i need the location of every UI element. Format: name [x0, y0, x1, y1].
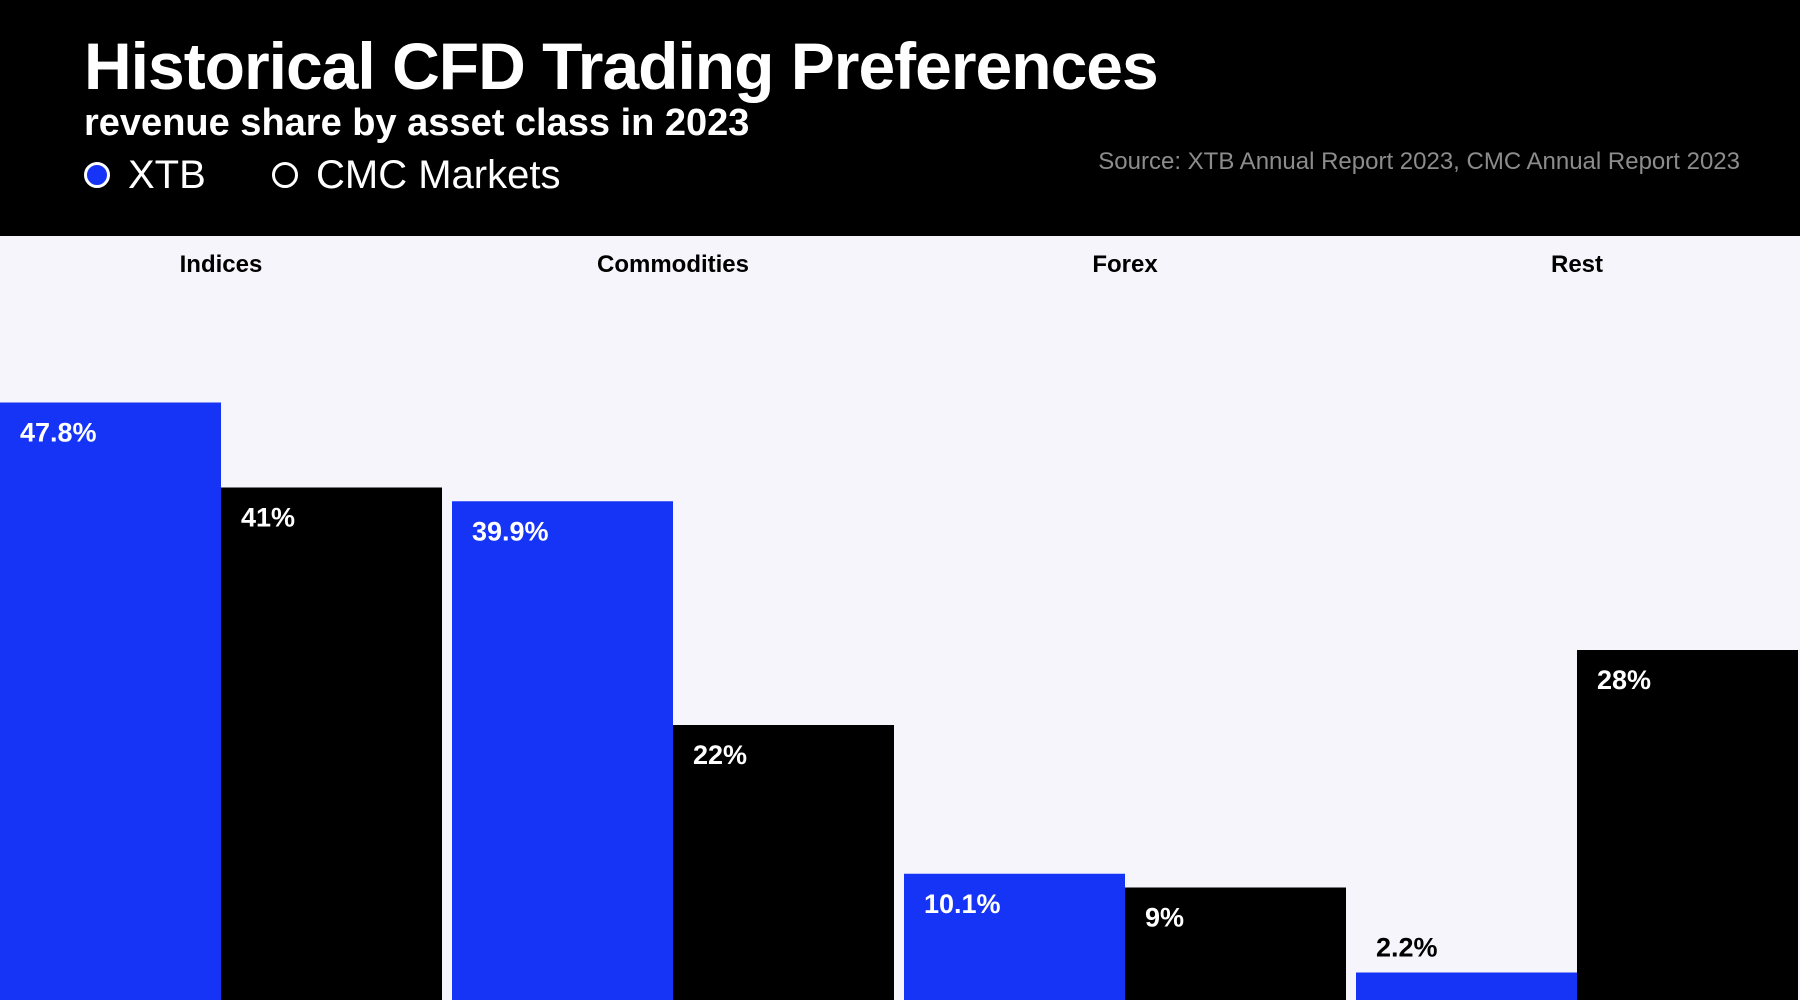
bar-chart: Indices 47.8% 41% Commodities 39.9% 22% Forex 1…: [0, 236, 1800, 1000]
value-label-cmc-markets-rest: 28%: [1597, 665, 1651, 695]
category-label-indices: Indices: [180, 251, 263, 278]
category-label-rest: Rest: [1551, 251, 1603, 278]
legend-swatch-cmc: [272, 162, 298, 188]
bar-cmc-markets-indices: [221, 487, 442, 1000]
category-label-commodities: Commodities: [597, 251, 749, 278]
value-label-xtb-rest: 2.2%: [1376, 933, 1438, 963]
source-note: Source: XTB Annual Report 2023, CMC Annu…: [1098, 148, 1740, 175]
bar-cmc-markets-forex: [1125, 887, 1346, 1000]
bar-cmc-markets-commodities: [673, 725, 894, 1000]
legend-item-xtb: XTB: [84, 152, 206, 198]
legend-label-cmc: CMC Markets: [316, 152, 561, 197]
bar-xtb-indices: [0, 402, 221, 1000]
category-label-forex: Forex: [1092, 251, 1158, 278]
chart-subtitle: revenue share by asset class in 2023: [84, 102, 750, 144]
bar-xtb-commodities: [452, 501, 673, 1000]
value-label-xtb-forex: 10.1%: [924, 889, 1001, 919]
legend-item-cmc: CMC Markets: [272, 152, 560, 198]
value-label-cmc-markets-indices: 41%: [241, 503, 295, 533]
chart-header: Historical CFD Trading Preferences reven…: [0, 0, 1800, 236]
bar-cmc-markets-rest: [1577, 650, 1798, 1000]
legend-swatch-xtb: [84, 162, 110, 188]
bar-chart-svg: Indices 47.8% 41% Commodities 39.9% 22% Forex 1…: [0, 251, 1798, 1000]
value-label-cmc-markets-forex: 9%: [1145, 903, 1184, 933]
value-label-xtb-indices: 47.8%: [20, 418, 97, 448]
legend-label-xtb: XTB: [128, 152, 206, 197]
chart-title: Historical CFD Trading Preferences: [84, 29, 1159, 103]
bar-xtb-forex: [904, 873, 1125, 1000]
value-label-xtb-commodities: 39.9%: [472, 516, 549, 546]
value-label-cmc-markets-commodities: 22%: [693, 740, 747, 770]
bar-xtb-rest: [1356, 972, 1577, 1000]
